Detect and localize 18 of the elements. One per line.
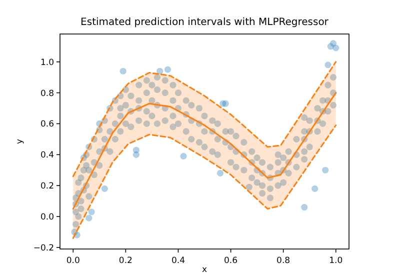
x-tick-label: 0.0 — [66, 256, 80, 266]
y-tick-label: 1.0 — [40, 58, 54, 68]
y-tick-label: 0.4 — [40, 150, 54, 161]
y-tick-label: 0.0 — [40, 212, 54, 222]
y-tick-label: 0.2 — [40, 182, 54, 192]
y-axis-title: y — [15, 138, 25, 144]
x-tick-label: 0.4 — [171, 256, 185, 266]
y-tick-label: 0.8 — [40, 88, 54, 99]
y-tick-label: −0.2 — [33, 243, 54, 254]
y-tick-label: 0.6 — [40, 120, 54, 130]
x-axis-title: x — [202, 265, 208, 275]
line-series — [72, 124, 337, 239]
line-series — [72, 61, 337, 178]
x-tick-label: 1.0 — [329, 256, 343, 266]
x-tick-label: 0.6 — [224, 256, 238, 266]
x-tick-label: 0.2 — [118, 256, 132, 266]
chart-title: Estimated prediction intervals with MLPRegressor — [80, 17, 330, 28]
x-tick-label: 0.8 — [276, 256, 290, 266]
